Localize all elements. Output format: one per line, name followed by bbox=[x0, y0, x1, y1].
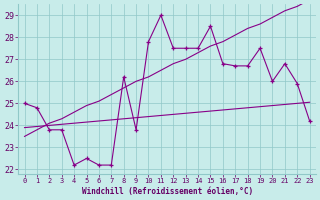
X-axis label: Windchill (Refroidissement éolien,°C): Windchill (Refroidissement éolien,°C) bbox=[82, 187, 253, 196]
